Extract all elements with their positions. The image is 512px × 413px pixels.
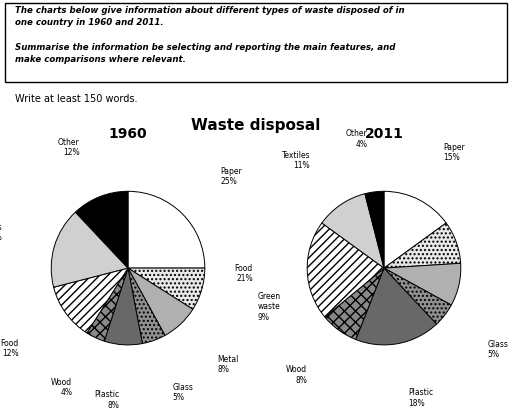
Text: Green
waste
9%: Green waste 9%: [258, 291, 281, 321]
Wedge shape: [322, 194, 384, 268]
Text: Write at least 150 words.: Write at least 150 words.: [15, 94, 138, 104]
Wedge shape: [104, 268, 142, 345]
Text: Metal
8%: Metal 8%: [218, 354, 239, 373]
Text: Food
21%: Food 21%: [234, 263, 253, 282]
Text: Green
waste
9%: Green waste 9%: [511, 208, 512, 237]
Text: Paper
15%: Paper 15%: [443, 142, 465, 161]
Title: 2011: 2011: [365, 127, 403, 141]
Wedge shape: [325, 268, 384, 339]
Text: Paper
25%: Paper 25%: [221, 166, 242, 186]
Wedge shape: [128, 268, 193, 336]
Text: Waste disposal: Waste disposal: [191, 117, 321, 132]
Wedge shape: [365, 192, 384, 268]
FancyBboxPatch shape: [5, 4, 507, 83]
Wedge shape: [307, 223, 384, 317]
Text: The charts below give information about different types of waste disposed of in
: The charts below give information about …: [15, 7, 405, 27]
Wedge shape: [356, 268, 437, 345]
Text: Food
12%: Food 12%: [1, 338, 18, 357]
Title: 1960: 1960: [109, 127, 147, 141]
Text: Other
4%: Other 4%: [346, 129, 368, 148]
Text: Glass
5%: Glass 5%: [173, 382, 193, 401]
Text: Textiles
17%: Textiles 17%: [0, 222, 2, 242]
Text: Wood
4%: Wood 4%: [51, 377, 72, 396]
Text: Summarise the information be selecting and reporting the main features, and
make: Summarise the information be selecting a…: [15, 43, 396, 64]
Wedge shape: [54, 268, 128, 333]
Wedge shape: [384, 192, 446, 268]
Text: Glass
5%: Glass 5%: [487, 339, 508, 358]
Wedge shape: [87, 268, 128, 341]
Wedge shape: [128, 192, 205, 268]
Wedge shape: [75, 192, 128, 268]
Text: Plastic
18%: Plastic 18%: [409, 387, 434, 406]
Wedge shape: [384, 223, 461, 268]
Wedge shape: [128, 268, 205, 309]
Text: Plastic
8%: Plastic 8%: [95, 389, 120, 408]
Wedge shape: [51, 213, 128, 287]
Text: Other
12%: Other 12%: [58, 137, 80, 157]
Text: Wood
8%: Wood 8%: [286, 365, 307, 384]
Text: Textiles
11%: Textiles 11%: [282, 151, 310, 170]
Wedge shape: [384, 268, 451, 324]
Wedge shape: [128, 268, 165, 344]
Wedge shape: [384, 263, 461, 305]
